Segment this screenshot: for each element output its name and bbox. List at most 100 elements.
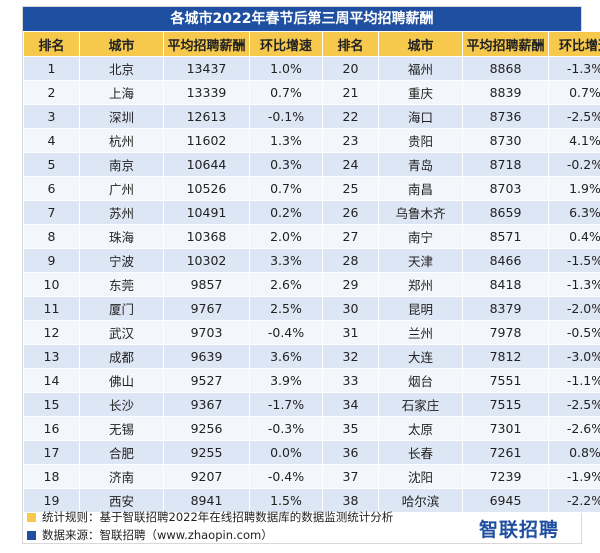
left-salary-cell: 9857	[163, 272, 250, 297]
rule-label: 统计规则：基于智联招聘2022年在线招聘数据库的数据监测统计分析	[42, 510, 394, 524]
left-salary-cell: 8941	[163, 488, 250, 513]
right-salary-cell: 8703	[462, 176, 549, 201]
left-salary-cell: 9767	[163, 296, 250, 321]
source-label: 数据来源：智联招聘（www.zhaopin.com）	[42, 528, 273, 542]
right-change-cell: 0.4%	[548, 224, 600, 249]
left-city-cell: 济南	[79, 464, 164, 489]
right-rank-cell: 28	[322, 248, 379, 273]
table-row: 5 南京 10644 0.3% 24 青岛 8718 -0.2%	[23, 152, 600, 177]
right-change-cell: -2.5%	[548, 392, 600, 417]
left-salary-cell: 10526	[163, 176, 250, 201]
left-salary-cell: 10491	[163, 200, 250, 225]
right-change-cell: -2.6%	[548, 416, 600, 441]
right-city-cell: 郑州	[378, 272, 463, 297]
table-row: 16 无锡 9256 -0.3% 35 太原 7301 -2.6%	[23, 416, 600, 441]
header-row: 排名 城市 平均招聘薪酬 环比增速 排名 城市 平均招聘薪酬 环比增速	[23, 31, 600, 57]
right-rank-cell: 25	[322, 176, 379, 201]
header-city-right: 城市	[378, 31, 463, 57]
left-city-cell: 深圳	[79, 104, 164, 129]
rule-note: 统计规则：基于智联招聘2022年在线招聘数据库的数据监测统计分析	[27, 509, 393, 525]
left-change-cell: -0.4%	[249, 464, 323, 489]
right-rank-cell: 34	[322, 392, 379, 417]
left-change-cell: 1.0%	[249, 56, 323, 81]
right-rank-cell: 20	[322, 56, 379, 81]
right-salary-cell: 8466	[462, 248, 549, 273]
right-salary-cell: 7515	[462, 392, 549, 417]
right-salary-cell: 7261	[462, 440, 549, 465]
right-city-cell: 海口	[378, 104, 463, 129]
right-city-cell: 太原	[378, 416, 463, 441]
table-row: 18 济南 9207 -0.4% 37 沈阳 7239 -1.9%	[23, 464, 600, 489]
table-row: 17 合肥 9255 0.0% 36 长春 7261 0.8%	[23, 440, 600, 465]
left-change-cell: 3.6%	[249, 344, 323, 369]
right-salary-cell: 7239	[462, 464, 549, 489]
left-rank-cell: 5	[23, 152, 80, 177]
right-salary-cell: 8736	[462, 104, 549, 129]
left-rank-cell: 17	[23, 440, 80, 465]
table-row: 12 武汉 9703 -0.4% 31 兰州 7978 -0.5%	[23, 320, 600, 345]
table-row: 13 成都 9639 3.6% 32 大连 7812 -3.0%	[23, 344, 600, 369]
right-change-cell: -1.5%	[548, 248, 600, 273]
left-change-cell: 0.3%	[249, 152, 323, 177]
left-change-cell: 3.3%	[249, 248, 323, 273]
right-rank-cell: 27	[322, 224, 379, 249]
right-city-cell: 天津	[378, 248, 463, 273]
left-salary-cell: 10368	[163, 224, 250, 249]
header-rank-left: 排名	[23, 31, 80, 57]
right-city-cell: 大连	[378, 344, 463, 369]
source-swatch-icon	[27, 531, 36, 540]
left-city-cell: 成都	[79, 344, 164, 369]
left-city-cell: 上海	[79, 80, 164, 105]
right-change-cell: 0.7%	[548, 80, 600, 105]
right-city-cell: 南宁	[378, 224, 463, 249]
right-city-cell: 福州	[378, 56, 463, 81]
left-city-cell: 佛山	[79, 368, 164, 393]
right-rank-cell: 22	[322, 104, 379, 129]
left-city-cell: 宁波	[79, 248, 164, 273]
left-change-cell: 0.7%	[249, 80, 323, 105]
left-change-cell: 2.0%	[249, 224, 323, 249]
header-change-left: 环比增速	[249, 31, 323, 57]
table-row: 11 厦门 9767 2.5% 30 昆明 8379 -2.0%	[23, 296, 600, 321]
left-change-cell: -1.7%	[249, 392, 323, 417]
left-salary-cell: 11602	[163, 128, 250, 153]
left-rank-cell: 4	[23, 128, 80, 153]
left-rank-cell: 9	[23, 248, 80, 273]
rule-swatch-icon	[27, 513, 36, 522]
right-salary-cell: 8571	[462, 224, 549, 249]
left-salary-cell: 13437	[163, 56, 250, 81]
left-city-cell: 无锡	[79, 416, 164, 441]
right-rank-cell: 38	[322, 488, 379, 513]
left-change-cell: 3.9%	[249, 368, 323, 393]
left-rank-cell: 3	[23, 104, 80, 129]
table-row: 9 宁波 10302 3.3% 28 天津 8466 -1.5%	[23, 248, 600, 273]
right-change-cell: 1.9%	[548, 176, 600, 201]
left-salary-cell: 9639	[163, 344, 250, 369]
left-city-cell: 杭州	[79, 128, 164, 153]
right-rank-cell: 35	[322, 416, 379, 441]
left-rank-cell: 12	[23, 320, 80, 345]
left-city-cell: 广州	[79, 176, 164, 201]
right-rank-cell: 33	[322, 368, 379, 393]
right-change-cell: 0.8%	[548, 440, 600, 465]
left-city-cell: 合肥	[79, 440, 164, 465]
header-city-left: 城市	[79, 31, 164, 57]
right-rank-cell: 21	[322, 80, 379, 105]
right-city-cell: 兰州	[378, 320, 463, 345]
left-salary-cell: 12613	[163, 104, 250, 129]
right-change-cell: -1.1%	[548, 368, 600, 393]
right-salary-cell: 8418	[462, 272, 549, 297]
left-rank-cell: 18	[23, 464, 80, 489]
table-row: 10 东莞 9857 2.6% 29 郑州 8418 -1.3%	[23, 272, 600, 297]
left-rank-cell: 2	[23, 80, 80, 105]
right-city-cell: 石家庄	[378, 392, 463, 417]
right-salary-cell: 6945	[462, 488, 549, 513]
right-rank-cell: 23	[322, 128, 379, 153]
right-rank-cell: 37	[322, 464, 379, 489]
table-row: 19 西安 8941 1.5% 38 哈尔滨 6945 -2.2%	[23, 488, 600, 513]
left-change-cell: -0.4%	[249, 320, 323, 345]
left-rank-cell: 19	[23, 488, 80, 513]
right-rank-cell: 32	[322, 344, 379, 369]
right-salary-cell: 8379	[462, 296, 549, 321]
left-city-cell: 武汉	[79, 320, 164, 345]
